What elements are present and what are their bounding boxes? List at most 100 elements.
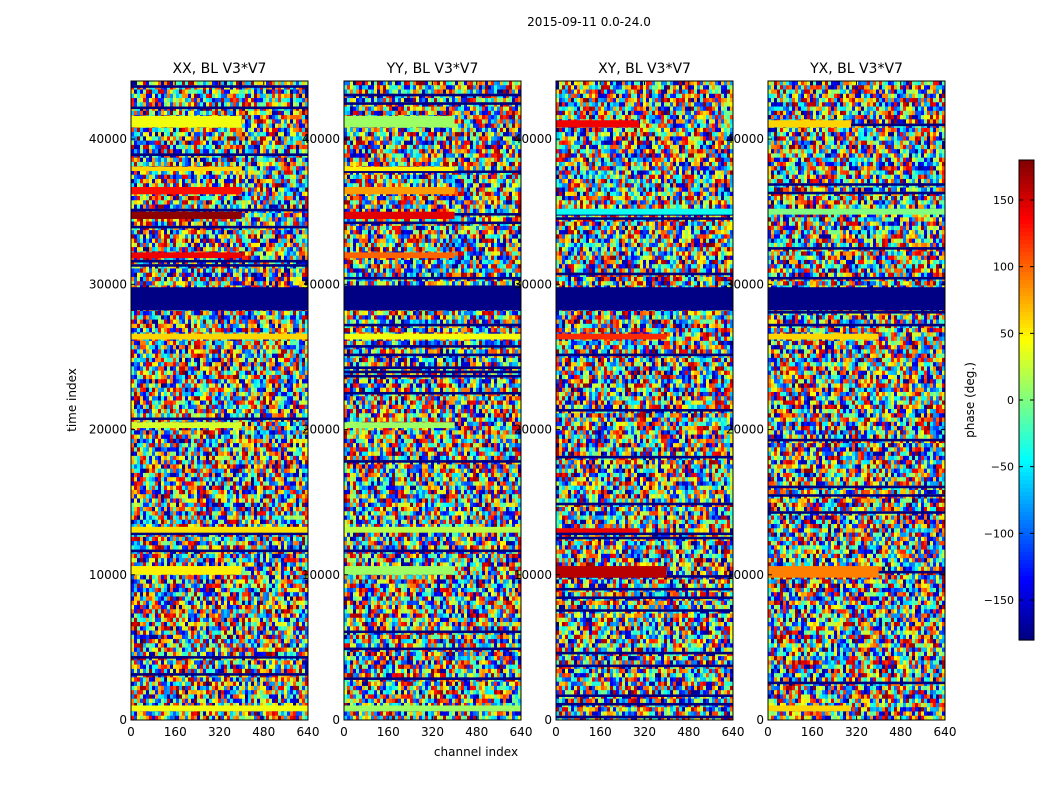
y-tick-label: 10000 — [726, 568, 764, 582]
colorbar-segment — [1019, 596, 1034, 601]
phase-band — [768, 120, 851, 128]
x-tick-label: 480 — [252, 725, 275, 739]
colorbar-segment — [1019, 356, 1034, 361]
colorbar-segment — [1019, 508, 1034, 513]
colorbar-segment — [1019, 300, 1034, 305]
colorbar-segment — [1019, 224, 1034, 229]
colorbar-segment — [1019, 424, 1034, 429]
phase-band — [344, 252, 455, 259]
panel-title: XY, BL V3*V7 — [598, 61, 691, 77]
phase-band — [344, 166, 455, 172]
x-tick-label: 320 — [845, 725, 868, 739]
colorbar-segment — [1019, 452, 1034, 457]
colorbar-segment — [1019, 624, 1034, 629]
y-tick-label: 40000 — [726, 132, 764, 146]
colorbar-tick-label: 0 — [1007, 394, 1014, 407]
heatmap-image — [768, 81, 945, 720]
panel-title: YX, BL V3*V7 — [809, 61, 903, 77]
colorbar-segment — [1019, 276, 1034, 281]
colorbar-segment — [1019, 160, 1034, 165]
phase-band — [131, 115, 242, 128]
phase-band — [556, 333, 667, 340]
y-tick-label: 0 — [119, 713, 127, 727]
colorbar-segment — [1019, 228, 1034, 233]
y-tick-label: 10000 — [514, 568, 552, 582]
colorbar-segment — [1019, 352, 1034, 357]
colorbar-segment — [1019, 472, 1034, 477]
phase-band — [131, 187, 242, 195]
colorbar-segment — [1019, 232, 1034, 237]
colorbar-segment — [1019, 376, 1034, 381]
colorbar-segment — [1019, 284, 1034, 289]
colorbar-segment — [1019, 240, 1034, 245]
panel-title: XX, BL V3*V7 — [173, 61, 267, 77]
phase-band — [131, 333, 308, 340]
colorbar-tick-label: 100 — [993, 261, 1014, 274]
colorbar-segment — [1019, 264, 1034, 269]
colorbar-segment — [1019, 440, 1034, 445]
colorbar-segment — [1019, 308, 1034, 313]
x-tick-label: 640 — [934, 725, 957, 739]
colorbar-segment — [1019, 544, 1034, 549]
colorbar-segment — [1019, 560, 1034, 565]
colorbar-segment — [1019, 360, 1034, 365]
colorbar-tick-label: −100 — [984, 527, 1014, 540]
phase-band — [344, 115, 455, 128]
colorbar-segment — [1019, 636, 1034, 641]
colorbar-segment — [1019, 268, 1034, 273]
colorbar-segment — [1019, 500, 1034, 505]
colorbar-tick-label: 50 — [1000, 327, 1014, 340]
panel-title: YY, BL V3*V7 — [386, 61, 479, 77]
colorbar-segment — [1019, 372, 1034, 377]
y-tick-label: 40000 — [89, 132, 127, 146]
colorbar-segment — [1019, 288, 1034, 293]
x-tick-label: 0 — [127, 725, 135, 739]
x-tick-label: 480 — [465, 725, 488, 739]
panel-3: XY, BL V3*V7 0 160 320 480 640 0 10000 20000 3000… — [514, 61, 745, 739]
colorbar-segment — [1019, 200, 1034, 205]
colorbar-tick-label: −150 — [984, 594, 1014, 607]
colorbar-segment — [1019, 332, 1034, 337]
colorbar-segment — [1019, 604, 1034, 609]
colorbar-segment — [1019, 260, 1034, 265]
colorbar-segment — [1019, 256, 1034, 261]
x-tick-label: 320 — [633, 725, 656, 739]
colorbar-segment — [1019, 548, 1034, 553]
colorbar-segment — [1019, 600, 1034, 605]
colorbar-segment — [1019, 168, 1034, 173]
colorbar-segment — [1019, 564, 1034, 569]
colorbar-segment — [1019, 584, 1034, 589]
colorbar-segment — [1019, 608, 1034, 613]
y-tick-label: 30000 — [302, 277, 340, 291]
colorbar-segment — [1019, 180, 1034, 185]
x-tick-label: 160 — [589, 725, 612, 739]
colorbar-segment — [1019, 444, 1034, 449]
colorbar-segment — [1019, 524, 1034, 529]
y-tick-label: 20000 — [514, 423, 552, 437]
panel-1: XX, BL V3*V7 0 160 320 480 640 0 10000 20000 3000… — [89, 61, 320, 739]
y-tick-label: 10000 — [302, 568, 340, 582]
phase-band — [344, 526, 521, 533]
colorbar-segment — [1019, 212, 1034, 217]
colorbar-segment — [1019, 368, 1034, 373]
colorbar-segment — [1019, 476, 1034, 481]
colorbar-segment — [1019, 272, 1034, 277]
y-tick-label: 20000 — [726, 423, 764, 437]
colorbar-segment — [1019, 324, 1034, 329]
colorbar-segment — [1019, 464, 1034, 469]
phase-band — [131, 705, 308, 712]
colorbar-segment — [1019, 184, 1034, 189]
colorbar-segment — [1019, 172, 1034, 177]
colorbar-segment — [1019, 540, 1034, 545]
colorbar-segment — [1019, 496, 1034, 501]
y-tick-label: 30000 — [514, 277, 552, 291]
colorbar-segment — [1019, 460, 1034, 465]
panel-2: YY, BL V3*V7 0 160 320 480 640 0 10000 20000 3000… — [302, 61, 533, 739]
heatmap-image — [556, 81, 733, 720]
phase-band — [344, 287, 521, 311]
colorbar-segment — [1019, 244, 1034, 249]
phase-band — [131, 287, 308, 311]
colorbar-segment — [1019, 632, 1034, 637]
colorbar-segment — [1019, 532, 1034, 537]
